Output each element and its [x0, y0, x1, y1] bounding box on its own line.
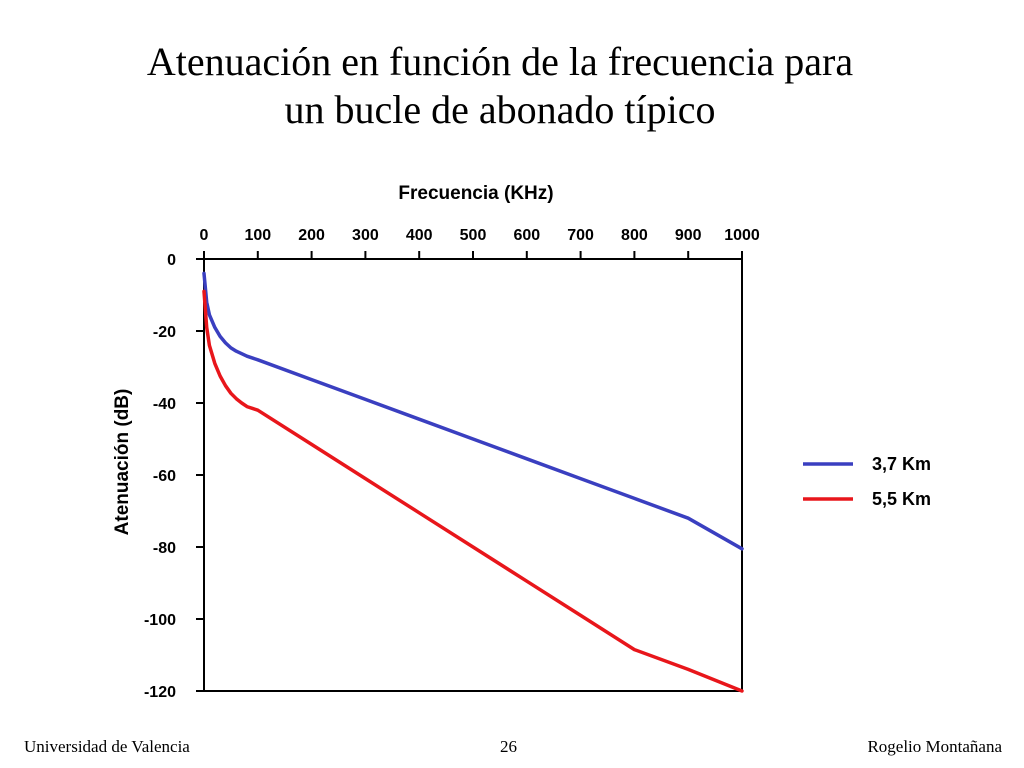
y-axis-label: Atenuación (dB)	[112, 389, 133, 536]
legend-label: 3,7 Km	[872, 454, 931, 474]
slide-title-line-2: un bucle de abonado típico	[284, 87, 716, 132]
x-tick-label: 400	[406, 227, 433, 244]
slide-title: Atenuación en función de la frecuencia p…	[0, 38, 1000, 134]
y-tick-label: -80	[153, 540, 176, 557]
y-axis-ticks: 0 -20 -40 -60 -80 -100 -120	[144, 252, 204, 701]
x-tick-label: 500	[460, 227, 487, 244]
x-tick-label: 700	[567, 227, 594, 244]
x-tick-label: 800	[621, 227, 648, 244]
y-tick-label: 0	[167, 252, 176, 269]
footer-university: Universidad de Valencia	[24, 737, 190, 756]
x-tick-label: 300	[352, 227, 379, 244]
x-tick-label: 0	[200, 227, 209, 244]
footer-author: Rogelio Montañana	[867, 737, 1002, 756]
x-axis-label: Frecuencia (KHz)	[398, 183, 553, 204]
y-tick-label: -20	[153, 324, 176, 341]
x-tick-label: 900	[675, 227, 702, 244]
plot-frame	[203, 258, 743, 692]
y-tick-label: -100	[144, 612, 176, 629]
x-axis-ticks: 0 100 200 300 400 500 600 700 800 900 1000	[200, 227, 760, 259]
legend-label: 5,5 Km	[872, 489, 931, 509]
y-tick-label: -40	[153, 396, 176, 413]
series-line	[202, 271, 744, 551]
footer-page-number: 26	[500, 737, 517, 756]
slide-title-line-1: Atenuación en función de la frecuencia p…	[146, 39, 854, 84]
series-line	[202, 289, 744, 693]
y-tick-label: -120	[144, 684, 176, 701]
series-lines	[202, 271, 744, 693]
legend: 3,7 Km 5,5 Km	[803, 454, 931, 509]
x-tick-label: 1000	[724, 227, 760, 244]
x-tick-label: 100	[244, 227, 271, 244]
x-tick-label: 200	[298, 227, 325, 244]
x-tick-label: 600	[513, 227, 540, 244]
y-tick-label: -60	[153, 468, 176, 485]
